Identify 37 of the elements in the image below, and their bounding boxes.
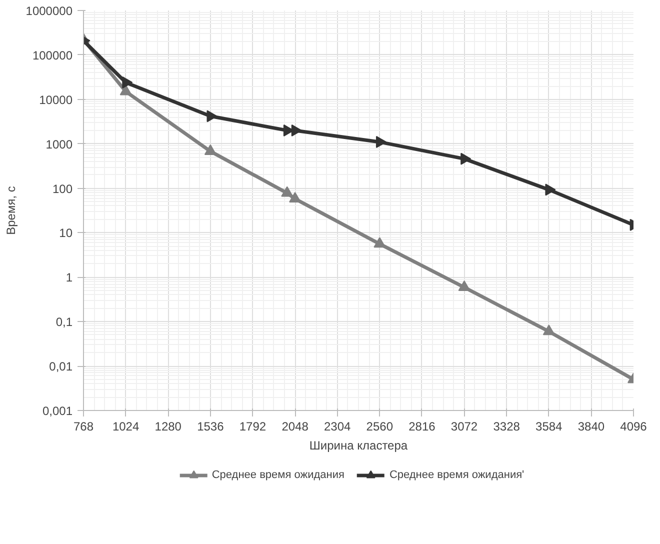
point (291, 124, 302, 136)
y-tick-label: 1000000 (26, 4, 73, 18)
y-tick-label: 0,001 (42, 404, 73, 418)
x-tick-label: 768 (73, 420, 94, 434)
x-tick-label: 1536 (197, 420, 224, 434)
y-tick-label: 0,01 (49, 360, 73, 374)
x-tick-label: 3840 (578, 420, 605, 434)
x-tick-label: 1280 (154, 420, 182, 434)
x-tick-label: 2560 (366, 420, 394, 434)
point (458, 280, 470, 292)
y-tick-label: 0,1 (56, 315, 73, 330)
y-tick-label: 10000 (39, 92, 73, 107)
legend-label: Среднее время ожидания (212, 469, 344, 481)
x-tick-label: 3328 (493, 420, 520, 434)
y-tick-label: 10 (59, 226, 73, 240)
y-tick-label: 1000 (46, 137, 73, 152)
legend-label: Среднее время ожидания' (389, 469, 524, 481)
x-tick-label: 2048 (282, 420, 309, 434)
point (281, 186, 294, 197)
point (376, 136, 387, 148)
x-tick-label: 1024 (112, 420, 140, 434)
x-tick-label: 3584 (536, 420, 563, 434)
y-tick-label: 100000 (32, 48, 73, 62)
point (542, 324, 555, 336)
point (122, 76, 133, 88)
x-axis-title: Ширина кластера (309, 438, 408, 452)
x-tick-label: 4096 (620, 420, 648, 434)
point (289, 192, 302, 202)
point (374, 237, 386, 248)
y-tick-label: 1 (66, 270, 73, 285)
x-tick-label: 2816 (408, 420, 436, 434)
x-tick-label: 1792 (239, 420, 266, 434)
x-tick-label: 2304 (324, 420, 352, 434)
y-axis-title: Время, с (4, 186, 18, 235)
point (206, 110, 218, 122)
y-tick-label: 100 (52, 182, 73, 196)
x-tick-label: 3072 (450, 420, 478, 434)
